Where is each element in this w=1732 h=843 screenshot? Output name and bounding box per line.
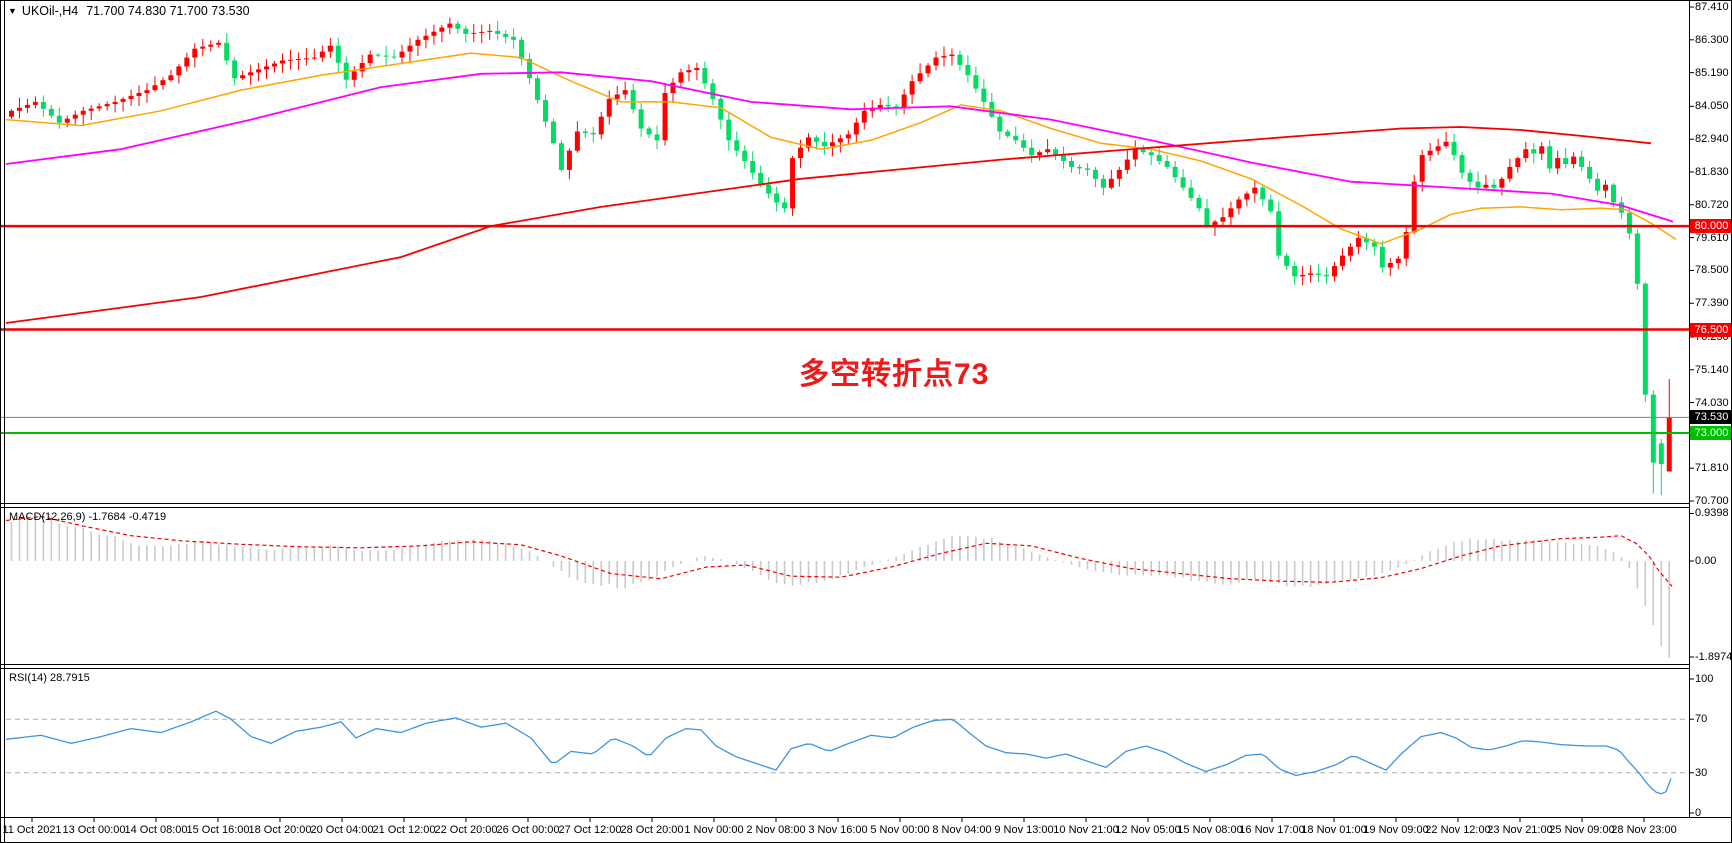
time-axis-label-25: 23 Nov 21:00 bbox=[1487, 824, 1553, 836]
time-axis-label-3: 14 Oct 08:00 bbox=[124, 824, 188, 836]
price-axis-label-84.050: 84.050 bbox=[1695, 100, 1729, 112]
price-axis-label-85.190: 85.190 bbox=[1695, 67, 1729, 79]
symbol-dropdown-icon[interactable]: ▼ bbox=[8, 6, 17, 16]
time-axis-label-11: 28 Oct 20:00 bbox=[620, 824, 684, 836]
price-badge-80.000: 80.000 bbox=[1690, 219, 1731, 233]
time-axis-label-4: 15 Oct 16:00 bbox=[186, 824, 250, 836]
time-axis-line bbox=[1, 817, 1731, 818]
price-axis-label-71.810: 71.810 bbox=[1695, 462, 1729, 474]
macd-signal-line bbox=[5, 515, 1673, 587]
macd-histogram bbox=[10, 515, 1671, 658]
rsi-axis-label-100: 100 bbox=[1695, 673, 1714, 685]
price-axis-label-79.610: 79.610 bbox=[1695, 232, 1729, 244]
rsi-indicator-label: RSI(14) 28.7915 bbox=[9, 672, 90, 684]
price-axis-label-78.500: 78.500 bbox=[1695, 264, 1729, 276]
price-axis-label-74.030: 74.030 bbox=[1695, 397, 1729, 409]
ma-long-red bbox=[5, 126, 1652, 324]
price-axis-label-80.720: 80.720 bbox=[1695, 199, 1729, 211]
price-axis-label-82.940: 82.940 bbox=[1695, 133, 1729, 145]
price-axis-label-86.300: 86.300 bbox=[1695, 34, 1729, 46]
window-left-border bbox=[4, 1, 5, 842]
axis-ticks bbox=[31, 6, 1694, 822]
time-axis-label-27: 28 Nov 23:00 bbox=[1611, 824, 1677, 836]
price-axis-label-70.700: 70.700 bbox=[1695, 495, 1729, 507]
ohlc-values: 71.700 74.830 71.700 73.530 bbox=[86, 4, 250, 18]
chart-title: ▼ UKOil-,H4 71.700 74.830 71.700 73.530 bbox=[8, 4, 250, 18]
macd-axis-label--1.8974: -1.8974 bbox=[1695, 651, 1732, 663]
price-badge-73.000: 73.000 bbox=[1690, 426, 1731, 440]
panel-separator-rsi-top bbox=[1, 668, 1689, 669]
annotation-text[interactable]: 多空转折点73 bbox=[799, 358, 990, 391]
symbol-name: UKOil-,H4 bbox=[21, 4, 79, 18]
time-axis-label-2: 13 Oct 00:00 bbox=[62, 824, 126, 836]
price-badge-73.530: 73.530 bbox=[1690, 410, 1731, 424]
time-axis-label-1: 11 Oct 2021 bbox=[2, 824, 62, 836]
time-axis-label-8: 22 Oct 20:00 bbox=[434, 824, 498, 836]
time-axis-label-23: 19 Nov 09:00 bbox=[1363, 824, 1429, 836]
price-axis-label-77.390: 77.390 bbox=[1695, 297, 1729, 309]
price-axis-label-75.140: 75.140 bbox=[1695, 364, 1729, 376]
candles bbox=[9, 17, 1672, 496]
macd-axis-label-0.00: 0.00 bbox=[1695, 555, 1717, 567]
time-axis-label-15: 5 Nov 00:00 bbox=[870, 824, 930, 836]
panel-separator-main-bottom[interactable] bbox=[1, 503, 1689, 504]
time-axis-label-20: 15 Nov 08:00 bbox=[1177, 824, 1243, 836]
ma-slow-magenta bbox=[5, 71, 1674, 223]
time-axis-label-12: 1 Nov 00:00 bbox=[684, 824, 744, 836]
time-axis-label-5: 18 Oct 20:00 bbox=[248, 824, 312, 836]
rsi-axis-label-70: 70 bbox=[1695, 713, 1708, 725]
price-axis-line bbox=[1689, 1, 1690, 817]
time-axis-label-22: 18 Nov 01:00 bbox=[1301, 824, 1367, 836]
ma-fast-orange bbox=[5, 52, 1677, 245]
time-axis-label-16: 8 Nov 04:00 bbox=[932, 824, 992, 836]
macd-axis-label-0.9398: 0.9398 bbox=[1695, 507, 1729, 519]
time-axis-label-26: 25 Nov 09:00 bbox=[1549, 824, 1615, 836]
time-axis-label-6: 20 Oct 04:00 bbox=[310, 824, 374, 836]
price-badge-76.500: 76.500 bbox=[1690, 323, 1731, 337]
panel-separator-macd-bottom[interactable] bbox=[1, 664, 1689, 665]
time-axis-label-14: 3 Nov 16:00 bbox=[808, 824, 868, 836]
panel-separator-macd-top bbox=[1, 507, 1689, 508]
time-axis-label-19: 12 Nov 05:00 bbox=[1115, 824, 1181, 836]
price-axis-label-81.830: 81.830 bbox=[1695, 166, 1729, 178]
time-axis-label-13: 2 Nov 08:00 bbox=[746, 824, 806, 836]
rsi-line bbox=[5, 710, 1672, 795]
time-axis-label-21: 16 Nov 17:00 bbox=[1239, 824, 1305, 836]
time-axis-label-18: 10 Nov 21:00 bbox=[1053, 824, 1119, 836]
price-axis-label-87.410: 87.410 bbox=[1695, 1, 1729, 13]
time-axis-label-24: 22 Nov 12:00 bbox=[1425, 824, 1491, 836]
time-axis-label-10: 27 Oct 12:00 bbox=[558, 824, 622, 836]
rsi-axis-label-30: 30 bbox=[1695, 767, 1708, 779]
time-axis-label-17: 9 Nov 13:00 bbox=[994, 824, 1054, 836]
macd-indicator-label: MACD(12,26,9) -1.7684 -0.4719 bbox=[9, 511, 167, 523]
time-axis-label-9: 26 Oct 00:00 bbox=[496, 824, 560, 836]
time-axis-label-7: 21 Oct 12:00 bbox=[372, 824, 436, 836]
rsi-axis-label-0: 0 bbox=[1695, 807, 1702, 819]
